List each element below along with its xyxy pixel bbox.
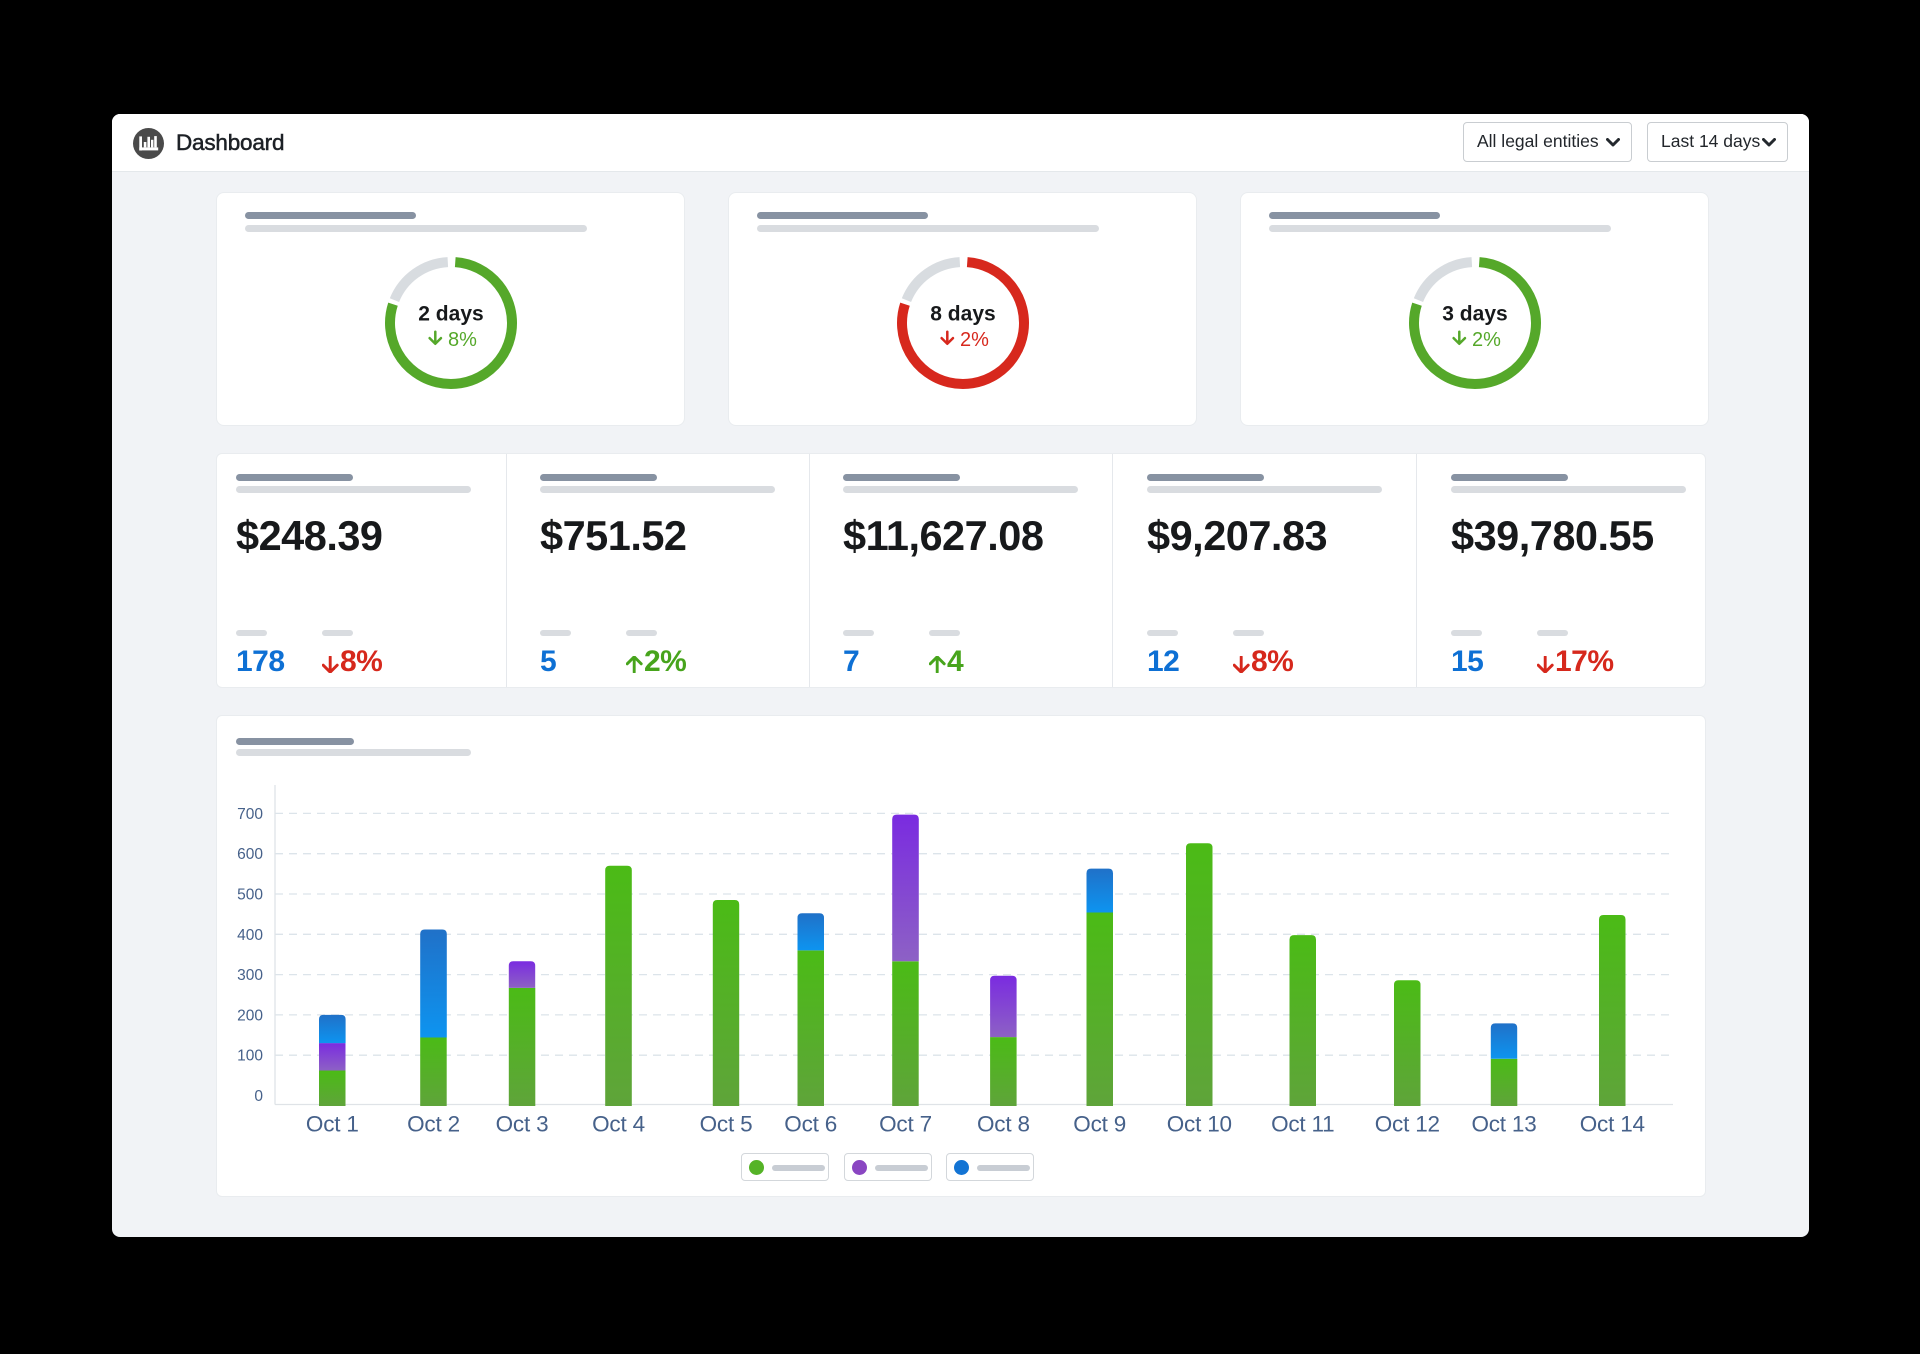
- svg-text:0: 0: [254, 1088, 263, 1105]
- svg-text:8 days: 8 days: [930, 303, 995, 326]
- svg-text:Oct 12: Oct 12: [1375, 1112, 1440, 1137]
- svg-text:Oct 8: Oct 8: [977, 1112, 1030, 1137]
- svg-text:400: 400: [237, 927, 263, 944]
- svg-text:Oct 5: Oct 5: [700, 1112, 753, 1137]
- svg-text:3 days: 3 days: [1442, 303, 1507, 326]
- svg-text:Oct 1: Oct 1: [306, 1112, 359, 1137]
- svg-text:100: 100: [237, 1048, 263, 1065]
- svg-text:300: 300: [237, 967, 263, 984]
- svg-text:2%: 2%: [960, 329, 989, 351]
- svg-text:Oct 10: Oct 10: [1167, 1112, 1232, 1137]
- svg-text:Oct 9: Oct 9: [1073, 1112, 1126, 1137]
- svg-text:Oct 11: Oct 11: [1271, 1112, 1334, 1137]
- svg-text:8%: 8%: [448, 329, 477, 351]
- svg-text:Oct 14: Oct 14: [1580, 1112, 1645, 1137]
- svg-text:Oct 2: Oct 2: [407, 1112, 460, 1137]
- svg-text:200: 200: [237, 1007, 263, 1024]
- svg-text:2%: 2%: [1472, 329, 1501, 351]
- svg-text:2 days: 2 days: [418, 303, 483, 326]
- svg-text:Oct 7: Oct 7: [879, 1112, 932, 1137]
- svg-text:Oct 13: Oct 13: [1471, 1112, 1536, 1137]
- svg-text:Oct 3: Oct 3: [496, 1112, 549, 1137]
- svg-text:Oct 6: Oct 6: [784, 1112, 837, 1137]
- svg-text:Oct 4: Oct 4: [592, 1112, 645, 1137]
- svg-text:600: 600: [237, 846, 263, 863]
- svg-text:700: 700: [237, 806, 263, 823]
- svg-text:500: 500: [237, 887, 263, 904]
